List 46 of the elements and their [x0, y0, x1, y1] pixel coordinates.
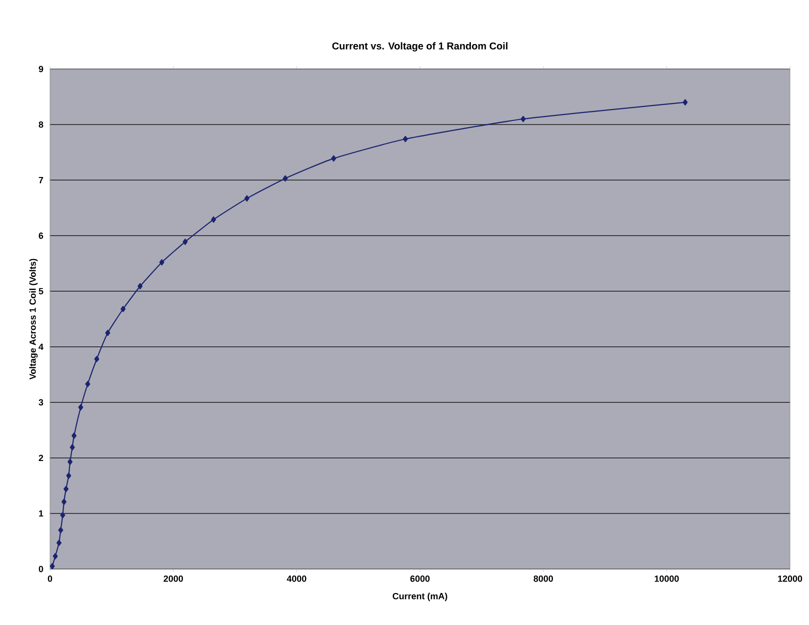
point — [520, 116, 526, 122]
chart-title: Current vs. Voltage of 1 Random Coil — [332, 42, 508, 52]
x-tick-label: 0 — [48, 576, 52, 582]
point — [72, 432, 77, 439]
point — [182, 238, 188, 245]
point — [94, 356, 100, 362]
x-tick-label: 12000 — [778, 576, 802, 582]
point — [78, 404, 84, 410]
y-tick-label: 8 — [38, 121, 44, 128]
y-tick-label: 6 — [38, 232, 44, 239]
point — [682, 99, 688, 106]
y-tick-label: 1 — [39, 510, 44, 517]
y-axis-title: Voltage Across 1 Coil (Volts) — [29, 258, 38, 380]
point — [50, 563, 55, 570]
point — [62, 498, 66, 505]
x-tick-label: 8000 — [534, 576, 553, 582]
point — [64, 486, 69, 492]
y-tick-label: 3 — [38, 399, 44, 406]
point — [70, 444, 75, 450]
point — [331, 155, 336, 162]
x-tick-label: 10000 — [654, 576, 679, 582]
y-tick-label: 4 — [38, 344, 44, 350]
point — [244, 195, 250, 202]
point — [402, 136, 408, 142]
point — [138, 283, 143, 290]
x-tick-label: 6000 — [410, 576, 430, 582]
point — [282, 175, 288, 182]
y-tick-label: 7 — [38, 177, 44, 184]
y-tick-label: 5 — [38, 288, 44, 294]
point — [68, 458, 73, 465]
point — [85, 380, 90, 388]
x-tick-label: 2000 — [164, 576, 183, 582]
y-tick-label: 0 — [38, 566, 44, 572]
x-axis-title: Current (mA) — [392, 592, 448, 602]
point — [56, 540, 62, 546]
y-tick-label: 2 — [38, 454, 44, 462]
point — [105, 330, 110, 336]
point — [52, 553, 58, 560]
point — [159, 259, 164, 266]
point — [120, 306, 126, 312]
point — [211, 216, 216, 223]
y-tick-label: 9 — [38, 66, 44, 72]
point — [58, 526, 64, 534]
point — [60, 512, 66, 518]
point — [66, 472, 72, 479]
x-tick-label: 4000 — [286, 576, 306, 582]
